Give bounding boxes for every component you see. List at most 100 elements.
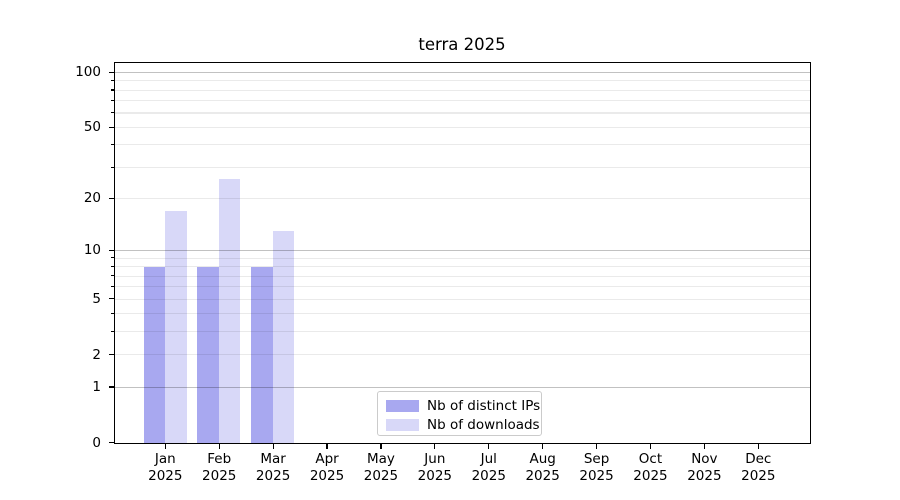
y-tick-label-5: 5	[92, 290, 101, 307]
y-tick-label-50: 50	[83, 119, 101, 136]
x-tick-year: 2025	[741, 467, 776, 484]
x-tick-year: 2025	[255, 467, 291, 484]
x-tick-label-mar: Mar 2025	[243, 451, 303, 484]
minor-gridline-80	[115, 89, 810, 91]
bar-distinct-ips-feb	[197, 266, 219, 443]
y-minor-tick-mark-4	[111, 312, 114, 315]
y-minor-tick-mark-70	[111, 99, 114, 102]
x-tick-month: Mar	[260, 451, 286, 467]
x-tick-mark-sep	[595, 444, 598, 449]
x-tick-mark-jun	[434, 444, 436, 449]
x-tick-mark-may	[380, 444, 382, 449]
x-tick-mark-apr	[326, 444, 328, 449]
minor-gridline-7	[115, 275, 810, 277]
x-tick-month: Dec	[745, 451, 772, 467]
x-tick-month: Jul	[480, 451, 497, 467]
x-tick-label-jan: Jan 2025	[135, 451, 195, 484]
legend-swatch-downloads-icon	[386, 419, 419, 431]
x-tick-month: Apr	[315, 451, 339, 467]
x-tick-label-sep: Sep 2025	[567, 451, 627, 484]
x-tick-year: 2025	[202, 467, 237, 484]
y-tick-mark-2	[109, 353, 114, 356]
major-gridline-100	[115, 72, 810, 74]
bar-downloads-feb	[218, 178, 241, 443]
x-tick-label-aug: Aug 2025	[513, 451, 573, 484]
legend: Nb of distinct IPs Nb of downloads	[377, 391, 542, 436]
x-tick-year: 2025	[525, 467, 560, 484]
x-tick-year: 2025	[579, 467, 614, 484]
y-minor-tick-mark-80	[111, 89, 114, 91]
bars-layer	[115, 63, 810, 443]
y-tick-mark-50	[109, 126, 114, 128]
x-tick-year: 2025	[417, 467, 453, 484]
legend-label-downloads: Nb of downloads	[427, 417, 540, 433]
y-tick-label-1: 1	[92, 379, 101, 396]
y-tick-mark-1	[109, 386, 114, 388]
x-tick-label-dec: Dec 2025	[728, 451, 788, 484]
y-tick-mark-20	[109, 197, 114, 199]
legend-item-distinct-ips: Nb of distinct IPs	[386, 398, 540, 414]
grid-layer	[115, 63, 810, 443]
minor-gridline-8	[115, 266, 810, 268]
legend-item-downloads: Nb of downloads	[386, 417, 540, 433]
x-tick-mark-feb	[218, 444, 220, 449]
bar-distinct-ips-jan	[143, 266, 165, 443]
y-minor-tick-mark-3	[111, 330, 114, 333]
x-tick-year: 2025	[148, 467, 183, 484]
y-tick-label-0: 0	[92, 434, 101, 451]
minor-gridline-3	[115, 331, 810, 333]
x-tick-label-nov: Nov 2025	[674, 451, 734, 484]
x-tick-year: 2025	[471, 467, 506, 484]
minor-gridline-20	[115, 198, 810, 200]
x-tick-month: Jun	[424, 451, 446, 467]
x-tick-month: Sep	[583, 451, 610, 467]
x-tick-mark-jul	[488, 444, 490, 449]
plot-area: Nb of distinct IPs Nb of downloads	[114, 62, 811, 444]
minor-gridline-6	[115, 286, 810, 288]
minor-gridline-40	[115, 144, 810, 146]
minor-gridline-4	[115, 313, 810, 315]
major-gridline-10	[115, 249, 810, 252]
x-tick-year: 2025	[687, 467, 722, 484]
minor-gridline-60	[115, 112, 810, 114]
x-tick-month: May	[366, 451, 395, 467]
y-minor-tick-mark-30	[111, 166, 114, 168]
minor-gridline-50	[115, 126, 810, 128]
x-tick-label-may: May 2025	[351, 451, 411, 484]
x-tick-mark-jan	[164, 444, 166, 449]
y-minor-tick-mark-6	[111, 285, 114, 288]
x-tick-mark-nov	[703, 444, 705, 449]
y-tick-mark-0	[109, 442, 114, 444]
bar-distinct-ips-mar	[251, 266, 273, 443]
x-tick-month: Oct	[638, 451, 663, 467]
minor-gridline-90	[115, 80, 810, 82]
x-tick-month: Jan	[154, 451, 176, 467]
x-tick-mark-mar	[272, 444, 274, 449]
y-minor-tick-mark-60	[111, 112, 114, 114]
y-tick-label-2: 2	[92, 346, 101, 363]
x-tick-label-oct: Oct 2025	[620, 451, 680, 484]
y-minor-tick-mark-8	[111, 265, 114, 267]
y-minor-tick-mark-9	[111, 257, 114, 259]
x-tick-year: 2025	[309, 467, 345, 484]
minor-gridline-30	[115, 166, 810, 168]
legend-label-distinct-ips: Nb of distinct IPs	[427, 398, 541, 414]
x-tick-label-feb: Feb 2025	[189, 451, 249, 484]
y-tick-mark-5	[109, 298, 114, 300]
y-minor-tick-mark-40	[111, 144, 114, 146]
y-tick-label-20: 20	[83, 190, 101, 207]
minor-gridline-9	[115, 257, 810, 259]
x-tick-month: Aug	[529, 451, 556, 467]
y-tick-mark-10	[109, 249, 114, 251]
minor-gridline-2	[115, 354, 810, 356]
bar-downloads-jan	[165, 211, 187, 443]
x-tick-year: 2025	[363, 467, 399, 484]
minor-gridline-70	[115, 100, 810, 102]
chart-title: terra 2025	[418, 35, 506, 54]
x-tick-mark-dec	[757, 444, 759, 449]
x-tick-label-apr: Apr 2025	[297, 451, 357, 484]
major-gridline-1	[115, 386, 810, 388]
legend-swatch-distinct-ips-icon	[386, 400, 419, 412]
y-tick-label-100: 100	[75, 64, 101, 81]
